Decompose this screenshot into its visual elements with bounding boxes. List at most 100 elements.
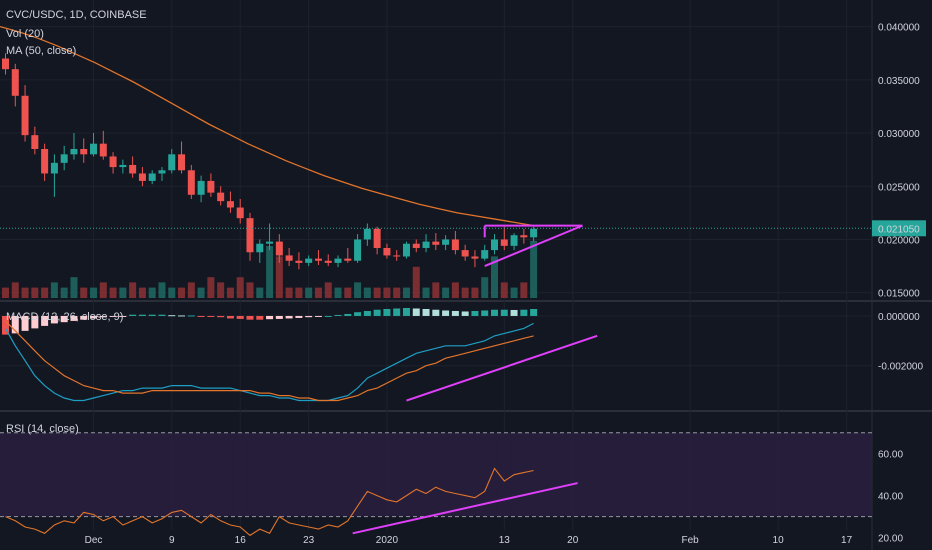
candle-body <box>50 162 58 174</box>
volume-bar <box>168 287 176 298</box>
candle-body <box>256 243 264 253</box>
volume-bar <box>138 287 146 298</box>
candle <box>442 235 450 251</box>
candle-body <box>451 239 459 251</box>
candle-body <box>422 241 430 248</box>
candle-body <box>500 239 508 246</box>
volume-bar <box>520 282 528 298</box>
current-price-label: 0.021050 <box>878 224 920 235</box>
candle <box>21 85 29 142</box>
macd-hist-bar <box>99 315 107 318</box>
volume-bar <box>393 287 401 298</box>
volume-bar <box>275 256 283 298</box>
candle-body <box>80 149 88 155</box>
macd-hist-bar <box>178 315 186 317</box>
macd-legend[interactable]: MACD (12, 26, close, 9) <box>6 311 124 323</box>
macd-hist-bar <box>217 315 225 318</box>
candle-body <box>314 258 322 261</box>
candle <box>246 212 254 261</box>
ma-legend[interactable]: MA (50, close) <box>6 45 77 57</box>
volume-bar <box>256 287 264 298</box>
volume-bar <box>178 287 186 298</box>
macd-hist-bar <box>344 313 352 316</box>
candle-body <box>11 69 19 96</box>
candle-body <box>354 239 362 261</box>
candle <box>60 145 68 171</box>
candle-body <box>41 149 49 174</box>
volume-bar <box>344 287 352 298</box>
candle-body <box>305 258 313 263</box>
candle-body <box>90 143 98 155</box>
date-tick-label: 20 <box>567 535 579 546</box>
candle-body <box>520 235 528 238</box>
macd-hist-bar <box>363 310 371 316</box>
date-axis[interactable]: Dec 9 16 23 2020 13 20 Feb 10 17 <box>85 535 853 546</box>
volume-bar <box>285 287 293 298</box>
macd-hist-bar <box>500 309 508 316</box>
candle-body <box>461 250 469 257</box>
macd-hist-bar <box>50 315 58 324</box>
volume-bar <box>451 282 459 298</box>
candle <box>226 191 234 213</box>
candle <box>324 254 332 267</box>
candle <box>158 167 166 181</box>
candle-body <box>246 218 254 253</box>
macd-hist-bar <box>187 315 195 317</box>
vol-legend[interactable]: Vol (20) <box>6 28 44 40</box>
volume-bar <box>109 287 117 298</box>
candle-body <box>402 243 410 257</box>
candle-body <box>178 154 186 171</box>
price-tick-label: 0.030000 <box>878 129 920 140</box>
candle <box>412 239 420 253</box>
macd-hist-bar <box>158 314 166 316</box>
macd-hist-bar <box>334 314 342 316</box>
rsi-band-fill <box>0 432 872 517</box>
date-tick-label: 16 <box>235 535 247 546</box>
macd-hist-bar <box>451 310 459 316</box>
macd-hist-bar <box>80 315 88 320</box>
volume-bar <box>442 287 450 298</box>
volume-bars <box>2 240 538 298</box>
triangle-bottom-line <box>484 224 583 267</box>
volume-bar <box>422 287 430 298</box>
volume-bar <box>500 282 508 298</box>
candle <box>119 159 127 174</box>
macd-line <box>4 322 534 402</box>
macd-hist-bar <box>148 314 156 316</box>
candle-body <box>363 228 371 240</box>
volume-bar <box>129 282 137 298</box>
rsi-tick-label: 20.00 <box>878 534 903 545</box>
volume-bar <box>31 287 39 298</box>
candle <box>70 133 78 160</box>
price-axis[interactable]: 0.040000 0.035000 0.030000 0.025000 0.020000… <box>872 23 926 545</box>
candle <box>481 244 489 261</box>
volume-bar <box>383 287 391 298</box>
candles <box>0 53 872 270</box>
macd-hist-bar <box>90 315 98 319</box>
macd-hist-bar <box>109 315 117 317</box>
macd-hist-bar <box>510 309 518 316</box>
candle-body <box>285 255 293 261</box>
candle <box>197 175 205 203</box>
volume-bar <box>70 277 78 298</box>
candle <box>2 53 9 75</box>
volume-bar <box>99 282 107 298</box>
rsi-legend[interactable]: RSI (14, close) <box>6 423 79 435</box>
macd-hist-bar <box>393 308 401 316</box>
candle-body <box>31 135 39 149</box>
candle-body <box>491 239 498 251</box>
macd-hist-bar <box>21 315 29 331</box>
macd-hist-bar <box>31 315 39 329</box>
volume-bar <box>236 277 244 298</box>
rsi-line <box>5 467 534 537</box>
macd-hist-bar <box>471 310 479 316</box>
candle-body <box>275 241 283 256</box>
candle <box>354 234 362 263</box>
candle <box>393 250 401 261</box>
macd-hist-bar <box>314 315 322 317</box>
candle-body <box>99 143 107 157</box>
volume-bar <box>50 282 58 298</box>
symbol-title[interactable]: CVC/USDC, 1D, COINBASE <box>6 9 147 21</box>
macd-hist-bar <box>324 315 332 317</box>
